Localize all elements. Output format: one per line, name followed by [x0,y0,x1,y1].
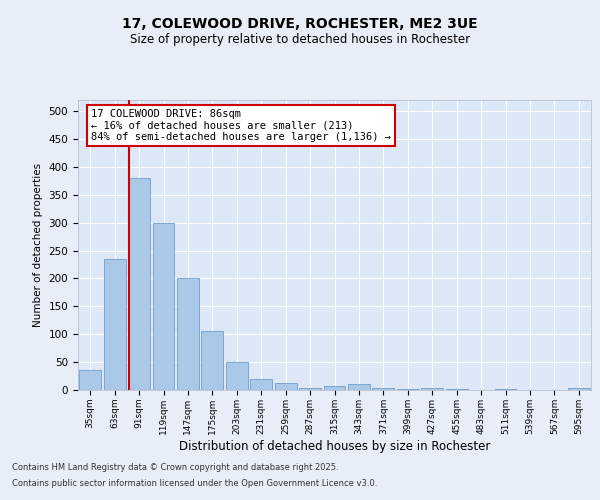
Bar [397,389,419,390]
Bar [250,379,272,390]
Bar [373,388,394,390]
Text: Size of property relative to detached houses in Rochester: Size of property relative to detached ho… [130,32,470,46]
Bar [79,370,101,390]
Bar [446,389,467,390]
Text: Contains public sector information licensed under the Open Government Licence v3: Contains public sector information licen… [12,478,377,488]
Bar [421,388,443,390]
Bar [128,178,150,390]
Bar [275,384,296,390]
X-axis label: Distribution of detached houses by size in Rochester: Distribution of detached houses by size … [179,440,490,452]
Bar [152,222,175,390]
Bar [568,388,590,390]
Text: 17, COLEWOOD DRIVE, ROCHESTER, ME2 3UE: 17, COLEWOOD DRIVE, ROCHESTER, ME2 3UE [122,18,478,32]
Text: Contains HM Land Registry data © Crown copyright and database right 2025.: Contains HM Land Registry data © Crown c… [12,464,338,472]
Y-axis label: Number of detached properties: Number of detached properties [33,163,43,327]
Bar [323,386,346,390]
Bar [226,362,248,390]
Bar [348,384,370,390]
Bar [177,278,199,390]
Bar [202,332,223,390]
Bar [104,259,125,390]
Bar [494,389,517,390]
Text: 17 COLEWOOD DRIVE: 86sqm
← 16% of detached houses are smaller (213)
84% of semi-: 17 COLEWOOD DRIVE: 86sqm ← 16% of detach… [91,108,391,142]
Bar [299,388,321,390]
